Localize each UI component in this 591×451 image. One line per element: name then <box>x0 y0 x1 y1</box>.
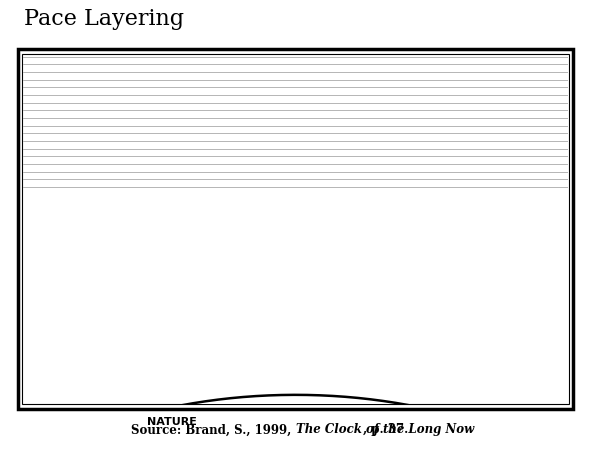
Polygon shape <box>0 395 591 451</box>
Text: , p. 37.: , p. 37. <box>363 423 409 436</box>
Polygon shape <box>0 433 591 451</box>
Text: Source: Brand, S., 1999,: Source: Brand, S., 1999, <box>131 423 296 436</box>
Text: NATURE: NATURE <box>147 417 197 427</box>
Text: Pace Layering: Pace Layering <box>24 8 184 30</box>
Text: The Clock of the Long Now: The Clock of the Long Now <box>296 423 474 436</box>
Bar <box>22 55 569 405</box>
Bar <box>18 50 573 409</box>
